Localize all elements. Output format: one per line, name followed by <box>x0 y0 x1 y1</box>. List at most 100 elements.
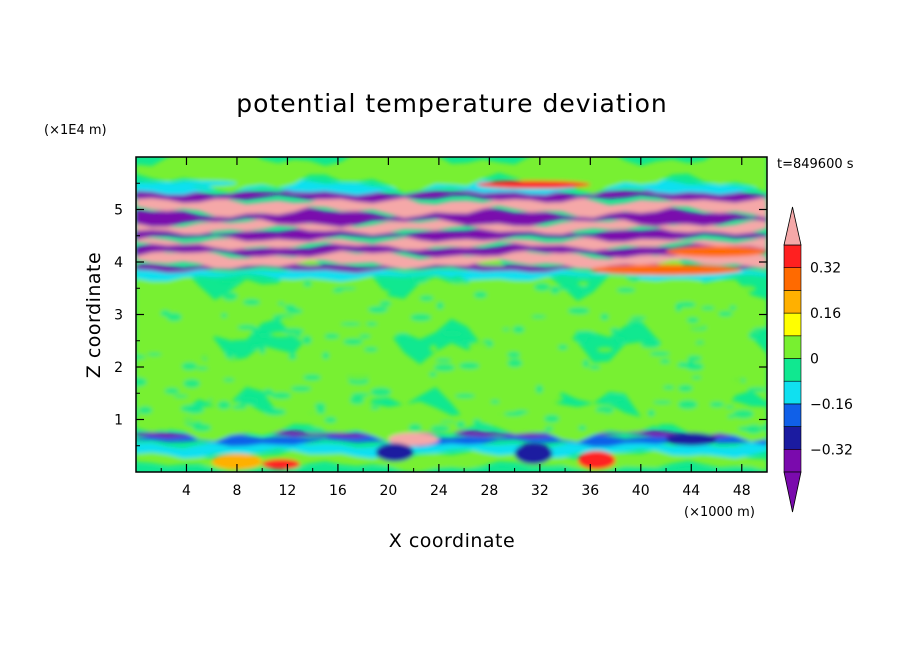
field-speckle <box>217 400 231 410</box>
field-speckle <box>302 335 312 345</box>
field-speckle <box>375 312 390 319</box>
field-speckle <box>365 322 378 326</box>
field-speckle <box>136 354 146 360</box>
field-speckle <box>600 313 609 321</box>
x-tick-label: 28 <box>480 483 498 499</box>
field-speckle <box>455 393 476 399</box>
x-tick-label: 32 <box>531 483 549 499</box>
field-speckle <box>709 401 725 408</box>
x-tick-label: 20 <box>379 483 397 499</box>
field-speckle <box>379 300 392 307</box>
field-speckle <box>323 390 339 396</box>
field-speckle <box>408 424 422 432</box>
field-speckle <box>271 392 292 399</box>
field-speckle <box>152 422 167 428</box>
field-speckle <box>228 334 235 341</box>
field-speckle <box>430 425 450 432</box>
x-tick-label: 4 <box>182 483 191 499</box>
field-speckle <box>653 400 672 405</box>
field-speckle <box>507 351 521 358</box>
y-unit-label: (×1E4 m) <box>44 123 107 138</box>
field-speckle <box>655 314 671 318</box>
field-speckle <box>379 321 390 330</box>
colorbar-over-arrow <box>783 206 802 246</box>
x-axis-label: X coordinate <box>389 530 515 552</box>
y-tick-label: 5 <box>114 203 123 219</box>
x-tick-label: 24 <box>430 483 448 499</box>
field-speckle <box>343 338 364 345</box>
field-speckle <box>192 423 212 432</box>
field-speckle <box>174 335 197 341</box>
field-speckle <box>288 367 300 371</box>
field-speckle <box>545 411 566 415</box>
field-feature <box>375 443 414 462</box>
field-speckle <box>704 345 715 352</box>
field-speckle <box>662 385 675 390</box>
field-speckle <box>550 371 566 380</box>
field-speckle <box>236 427 244 433</box>
field-speckle <box>659 359 671 364</box>
field-speckle <box>393 378 408 387</box>
y-tick-label: 2 <box>114 360 123 376</box>
colorbar: 0.32 0.16 0 −0.16 −0.32 <box>783 206 853 513</box>
y-tick-label: 1 <box>114 413 123 429</box>
field-speckle <box>589 365 601 370</box>
field-band <box>136 430 767 438</box>
y-axis-label: Z coordinate <box>83 252 105 378</box>
field-speckle <box>419 295 434 301</box>
field-speckle <box>712 359 726 364</box>
colorbar-swatch <box>783 290 802 314</box>
field-speckle <box>750 314 767 318</box>
field-speckle <box>303 280 312 287</box>
field-speckle <box>630 423 643 432</box>
field-speckle <box>273 307 283 315</box>
field-speckle <box>444 287 458 297</box>
field-speckle <box>183 379 201 388</box>
field-speckle <box>644 417 653 425</box>
field-band <box>136 249 767 270</box>
field-band <box>136 193 767 219</box>
field-speckle <box>472 419 482 425</box>
field-speckle <box>436 301 444 310</box>
field-speckle <box>705 410 723 414</box>
colorbar-swatch <box>783 426 802 450</box>
field-speckle <box>498 308 518 318</box>
field-speckle <box>507 358 523 368</box>
field-speckle <box>284 304 296 311</box>
x-tick-label: 8 <box>232 483 241 499</box>
field-speckle <box>303 374 321 381</box>
field-band <box>136 316 767 432</box>
field-speckle <box>597 347 613 353</box>
field-speckle <box>350 325 369 335</box>
colorbar-label: 0.16 <box>810 306 841 322</box>
field-speckle <box>701 306 715 311</box>
colorbar-swatch <box>783 267 802 291</box>
field-speckle <box>367 307 389 312</box>
field-speckle <box>316 282 325 288</box>
field-band <box>136 431 767 448</box>
field-feature <box>173 180 237 186</box>
field-speckle <box>683 323 705 330</box>
field-speckle <box>173 394 188 398</box>
field-speckle <box>395 333 409 338</box>
field-speckle <box>294 333 302 338</box>
field-speckle <box>152 392 159 400</box>
field-band <box>136 226 767 243</box>
field-speckle <box>710 320 726 324</box>
field-speckle <box>761 424 767 432</box>
field-speckle <box>729 305 737 310</box>
field-speckle <box>745 424 762 434</box>
field-speckle <box>232 412 244 419</box>
field-speckle <box>586 383 601 393</box>
x-tick-label: 48 <box>733 483 751 499</box>
field-speckle <box>166 312 182 322</box>
x-tick-label: 12 <box>279 483 297 499</box>
field-speckle <box>322 352 330 360</box>
field-speckle <box>177 419 200 424</box>
field-speckle <box>626 320 643 325</box>
field-speckle <box>277 301 285 306</box>
field-speckle <box>480 424 492 429</box>
field-speckle <box>577 338 588 343</box>
field-speckle <box>209 307 221 311</box>
field-speckle <box>316 408 326 414</box>
